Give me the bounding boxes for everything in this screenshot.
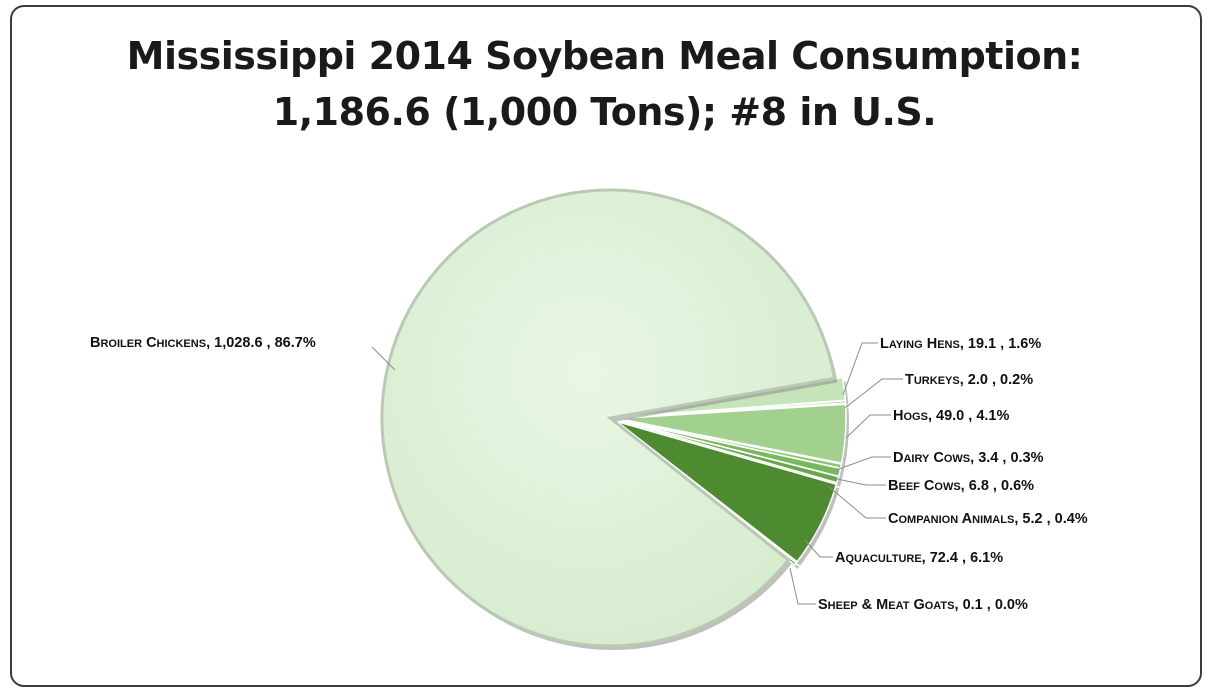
slice-label-hogs: HOGS, 49.0 , 4.1% xyxy=(893,408,1009,424)
chart-title-line-1: Mississippi 2014 Soybean Meal Consumptio… xyxy=(126,34,1083,78)
leader-line-beef xyxy=(831,477,886,486)
slice-label-dairy: DAIRY COWS, 3.4 , 0.3% xyxy=(893,450,1044,466)
leader-line-laying xyxy=(842,342,878,396)
slice-label-name-aquaculture: AQUACULTURE xyxy=(835,550,922,566)
slice-label-percent-hogs: 4.1% xyxy=(976,408,1009,424)
slice-turkeys xyxy=(617,399,847,419)
slice-label-name-hogs: HOGS xyxy=(893,408,928,424)
slice-label-companion: COMPANION ANIMALS, 5.2 , 0.4% xyxy=(888,511,1088,527)
slice-label-percent-companion: 0.4% xyxy=(1055,511,1088,527)
slice-label-name-laying: LAYING HENS xyxy=(880,336,960,352)
slice-label-sheep: SHEEP & MEAT GOATS, 0.1 , 0.0% xyxy=(818,597,1028,613)
slice-label-value-broiler: 1,028.6 xyxy=(214,335,262,351)
slice-label-percent-sheep: 0.0% xyxy=(995,597,1028,613)
slice-label-broiler: BROILER CHICKENS, 1,028.6 , 86.7% xyxy=(90,335,316,351)
slice-label-percent-broiler: 86.7% xyxy=(275,335,316,351)
slice-label-value-companion: 5.2 xyxy=(1022,511,1042,527)
chart-title: Mississippi 2014 Soybean Meal Consumptio… xyxy=(0,28,1209,140)
slice-label-percent-turkeys: 0.2% xyxy=(1000,372,1033,388)
slice-label-value-beef: 6.8 xyxy=(969,478,989,494)
slice-label-value-dairy: 3.4 xyxy=(978,450,998,466)
slice-label-value-turkeys: 2.0 xyxy=(968,372,988,388)
slice-label-percent-dairy: 0.3% xyxy=(1010,450,1043,466)
slice-label-aquaculture: AQUACULTURE, 72.4 , 6.1% xyxy=(835,550,1003,566)
slice-label-value-hogs: 49.0 xyxy=(936,408,964,424)
leader-line-sheep xyxy=(789,567,816,605)
pie-slices xyxy=(380,188,849,650)
leader-line-dairy xyxy=(835,456,891,471)
slice-label-name-beef: BEEF COWS xyxy=(888,478,961,494)
slice-label-percent-aquaculture: 6.1% xyxy=(970,550,1003,566)
slice-label-turkeys: TURKEYS, 2.0 , 0.2% xyxy=(905,372,1033,388)
slice-label-name-companion: COMPANION ANIMALS xyxy=(888,511,1014,527)
slice-label-name-broiler: BROILER CHICKENS xyxy=(90,335,206,351)
leader-line-companion xyxy=(827,485,886,519)
slice-label-percent-laying: 1.6% xyxy=(1008,336,1041,352)
slice-label-value-sheep: 0.1 xyxy=(963,597,983,613)
leader-line-hogs xyxy=(845,414,891,439)
pie-labels: BROILER CHICKENS, 1,028.6 , 86.7% LAYING … xyxy=(90,335,1088,613)
slice-label-name-sheep: SHEEP & MEAT GOATS xyxy=(818,597,955,613)
leader-line-turkeys xyxy=(844,378,903,409)
slice-hogs xyxy=(617,403,847,464)
slice-label-laying: LAYING HENS, 19.1 , 1.6% xyxy=(880,336,1041,352)
leader-line-broiler xyxy=(371,346,396,371)
leader-line-aquaculture xyxy=(804,539,833,558)
slice-label-name-turkeys: TURKEYS xyxy=(905,372,960,388)
slice-label-name-dairy: DAIRY COWS xyxy=(893,450,970,466)
slice-label-percent-beef: 0.6% xyxy=(1001,478,1034,494)
slice-label-beef: BEEF COWS, 6.8 , 0.6% xyxy=(888,478,1034,494)
slice-aquaculture xyxy=(616,420,838,563)
slice-broiler xyxy=(380,188,837,648)
slice-label-value-aquaculture: 72.4 xyxy=(930,550,958,566)
chart-title-line-2: 1,186.6 (1,000 Tons); #8 in U.S. xyxy=(272,90,937,134)
slice-label-value-laying: 19.1 xyxy=(968,336,996,352)
